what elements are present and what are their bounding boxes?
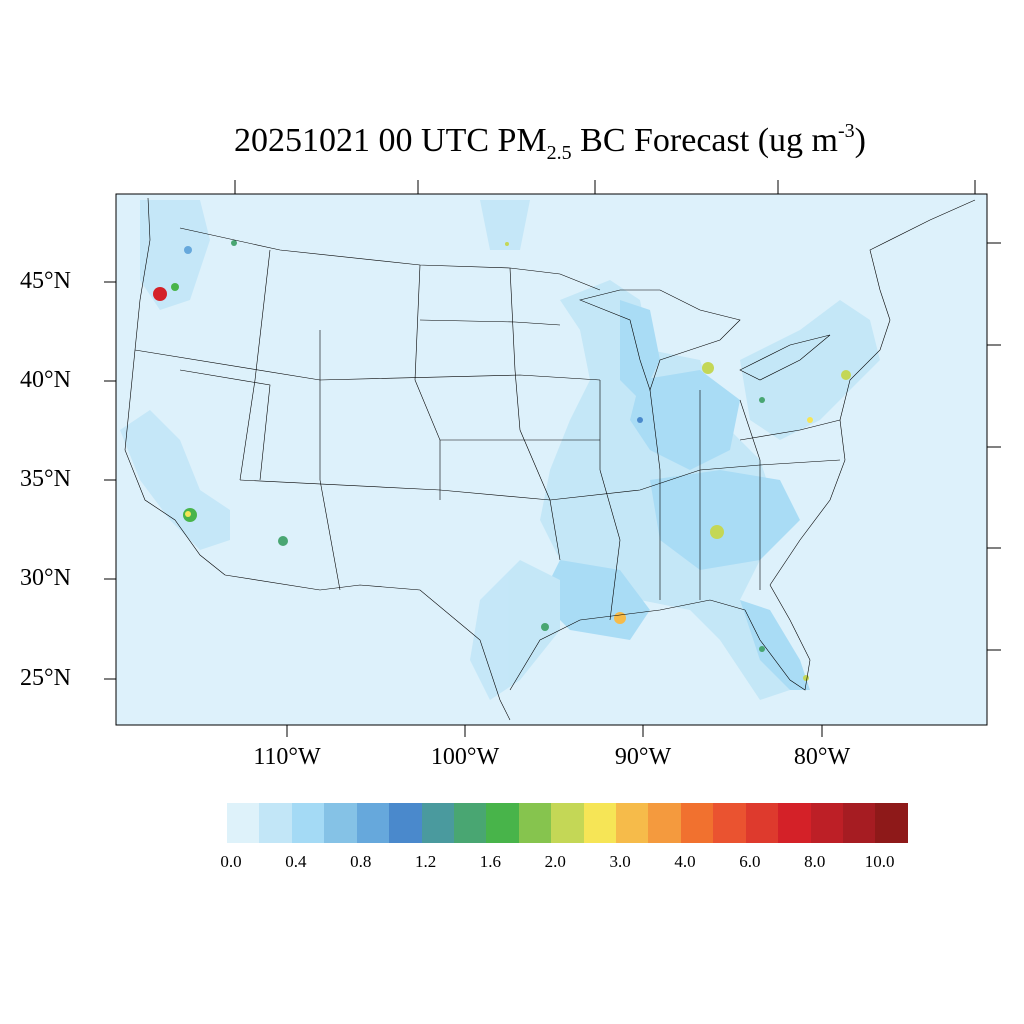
state-grid-5 (319, 330, 341, 591)
colorbar-tick-label: 3.0 (609, 852, 631, 871)
title-main: 20251021 00 UTC PM (234, 122, 547, 159)
boundaries (124, 197, 976, 721)
title-subscript: 2.5 (546, 142, 572, 164)
colorbar-swatch (486, 803, 519, 843)
state-grid-7 (509, 267, 561, 561)
lon-label-100w: 100°W (430, 744, 500, 770)
state-grid-8 (599, 380, 621, 621)
hotspot-nyc (841, 370, 851, 380)
florida-plume (740, 600, 810, 690)
hotspot-seattle (184, 246, 192, 254)
lat-label-25: 25°N (20, 665, 71, 691)
colorbar-swatch (810, 803, 844, 843)
hotspot-portland-ring (171, 283, 179, 291)
lat-label-35: 35°N (20, 466, 71, 492)
colorbar-tick-label: 8.0 (804, 852, 826, 871)
colorbar-swatch (583, 803, 617, 843)
hotspot-st-louis (637, 417, 643, 423)
colorbar-swatch (324, 803, 357, 843)
hotspot-new-orleans (614, 612, 626, 624)
southern-border (224, 574, 511, 721)
colorbar-tick-label: 0.0 (220, 852, 242, 871)
state-grid-14 (739, 419, 841, 441)
hotspot-atlanta (710, 525, 724, 539)
colorbar-swatch (453, 803, 487, 843)
colorbar-tick-label: 6.0 (739, 852, 761, 871)
hotspot-chicago (702, 362, 714, 374)
colorbar-tick-label: 1.2 (414, 852, 437, 871)
colorbar-swatch (259, 803, 292, 843)
state-grid-11 (739, 399, 761, 590)
lon-label-80w: 80°W (793, 744, 851, 770)
colorbar-swatch (389, 803, 422, 843)
lon-label-110w: 110°W (253, 744, 321, 770)
texas-plume (470, 560, 560, 700)
great-lakes-plume (620, 300, 660, 400)
east-coast (769, 199, 976, 586)
colorbar-swatch (291, 803, 325, 843)
state-grid-13 (419, 319, 561, 326)
colorbar-swatch (518, 803, 552, 843)
pacific-nw-plume (140, 200, 210, 310)
northern-border (179, 227, 601, 291)
colorbar-swatch (421, 803, 454, 843)
great-lakes (579, 289, 741, 391)
colorbar-swatch (648, 803, 681, 843)
colorbar-swatch (778, 803, 811, 843)
hotspot-portland (153, 287, 167, 301)
minnesota-plume (480, 200, 530, 250)
colorbar-tick-label: 2.0 (544, 852, 566, 871)
ohio-valley-plume (630, 370, 740, 470)
hotspot-phoenix (278, 536, 288, 546)
lat-label-40: 40°N (20, 367, 71, 393)
west-coast (124, 197, 226, 576)
colorbar-swatch (745, 803, 779, 843)
colorbar-swatch (843, 803, 876, 843)
lat-label-45: 45°N (20, 268, 71, 294)
colorbar-swatch (616, 803, 649, 843)
colorbar-tick-label: 0.4 (285, 852, 307, 871)
colorbar-swatch (551, 803, 584, 843)
hotspot-houston (541, 623, 549, 631)
hotspot-dc (807, 417, 813, 423)
state-grid-4 (179, 369, 271, 481)
lat-label-30: 30°N (20, 565, 71, 591)
gulf-coast (509, 599, 746, 691)
lake-erie (739, 334, 831, 381)
colorbar-tick-label: 10.0 (864, 852, 895, 871)
hotspot-spokane (231, 240, 237, 246)
hotspot-miami (803, 675, 809, 681)
hotspot-tampa (759, 646, 765, 652)
state-grid-2 (414, 264, 441, 500)
colorbar-tick-label: 1.6 (479, 852, 502, 871)
title-superscript: -3 (837, 120, 855, 142)
colorbar-swatch (227, 803, 260, 843)
colorbar (227, 803, 908, 843)
state-grid-3 (134, 349, 601, 381)
colorbar-swatch (875, 803, 908, 843)
hotspot-minn (505, 242, 509, 246)
colorbar-tick-label: 4.0 (674, 852, 696, 871)
map-background (116, 194, 987, 725)
colorbar-tick-label: 0.8 (350, 852, 372, 871)
northeast-plume (740, 300, 880, 440)
lon-label-90w: 90°W (614, 744, 672, 770)
florida-coast (744, 584, 811, 691)
concentration-field (120, 200, 880, 700)
state-grid-9 (649, 389, 661, 600)
colorbar-swatch (680, 803, 714, 843)
hotspot-la-core (185, 511, 191, 517)
map-title: 20251021 00 UTC PM2.5 BC Forecast (ug m-… (0, 120, 1024, 165)
hotspot-detroit (759, 397, 765, 403)
state-grid-1 (239, 249, 271, 481)
colorbar-swatch (356, 803, 390, 843)
title-middle: BC Forecast (ug m (571, 122, 838, 159)
colorbar-swatch (713, 803, 746, 843)
california-plume (120, 410, 230, 550)
map-frame (115, 193, 988, 726)
title-end: ) (854, 122, 866, 159)
axis-ticks (104, 180, 1001, 737)
southeast-plume (650, 470, 800, 570)
